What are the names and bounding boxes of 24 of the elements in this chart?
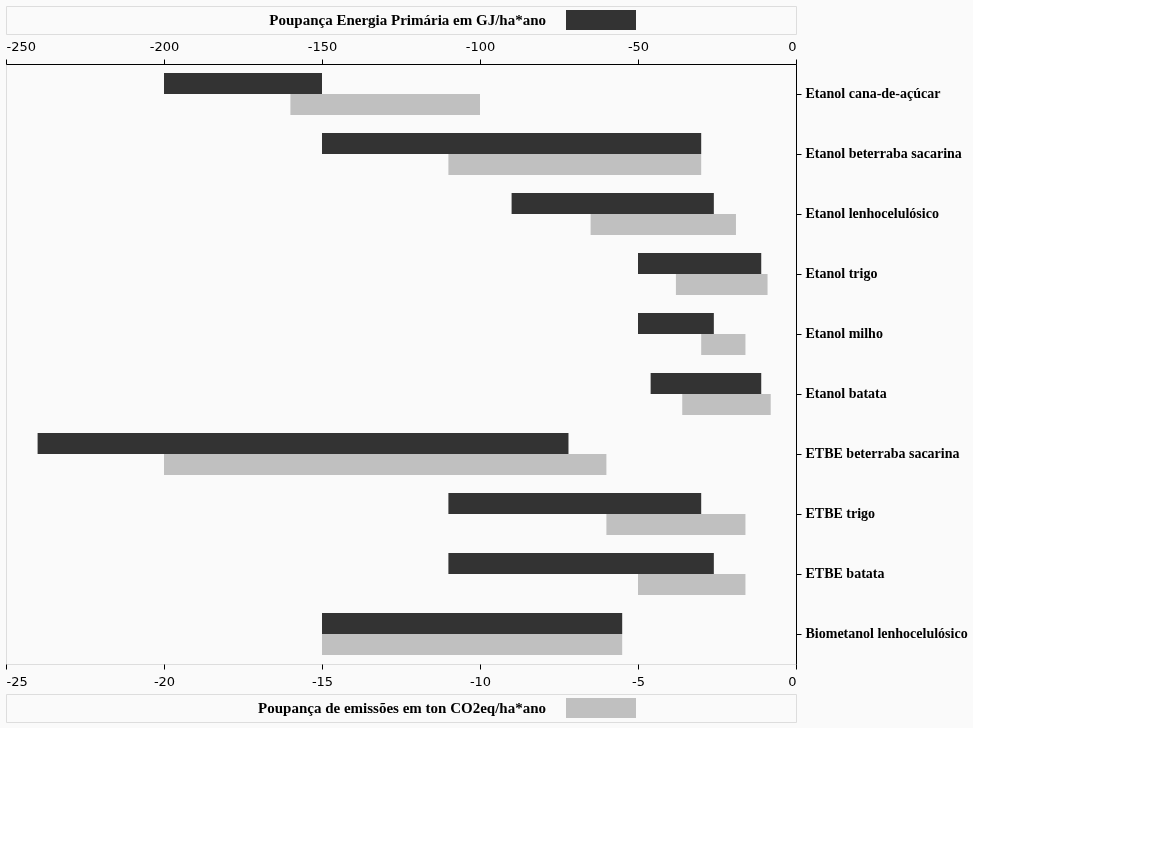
legend-label: Poupança Energia Primária em GJ/ha*ano bbox=[269, 12, 546, 28]
x-tick-label: -15 bbox=[311, 673, 334, 689]
y-tick-label: Etanol milho bbox=[805, 326, 883, 341]
x2-tick-label: -50 bbox=[627, 38, 650, 54]
y-tick-label: ETBE beterraba sacarina bbox=[805, 446, 960, 461]
y-tick-label: Etanol trigo bbox=[805, 266, 878, 281]
y-tick-label: Etanol beterraba sacarina bbox=[805, 146, 962, 161]
x2-tick-label: -250 bbox=[6, 38, 37, 54]
x-tick-label: -20 bbox=[153, 673, 176, 689]
x2-tick-label: -150 bbox=[307, 38, 338, 54]
y-tick-label: Biometanol lenhocelulósico bbox=[805, 626, 968, 641]
y-tick-label: ETBE batata bbox=[805, 566, 885, 581]
x2-tick-label: 0 bbox=[788, 38, 797, 54]
y-tick-label: Etanol cana-de-açúcar bbox=[805, 86, 941, 101]
x2-tick-label: -100 bbox=[465, 38, 496, 54]
x-tick-label: 0 bbox=[788, 673, 797, 689]
x-tick-label: -25 bbox=[6, 673, 28, 689]
y-tick-label: Etanol batata bbox=[805, 386, 887, 401]
x-tick-label: -10 bbox=[469, 673, 492, 689]
y-tick-label: ETBE trigo bbox=[805, 506, 876, 521]
x-tick-label: -5 bbox=[632, 673, 645, 689]
legend-label: Poupança de emissões em ton CO2eq/ha*ano bbox=[258, 700, 546, 716]
y-tick-label: Etanol lenhocelulósico bbox=[805, 206, 939, 221]
x2-tick-label: -200 bbox=[149, 38, 180, 54]
